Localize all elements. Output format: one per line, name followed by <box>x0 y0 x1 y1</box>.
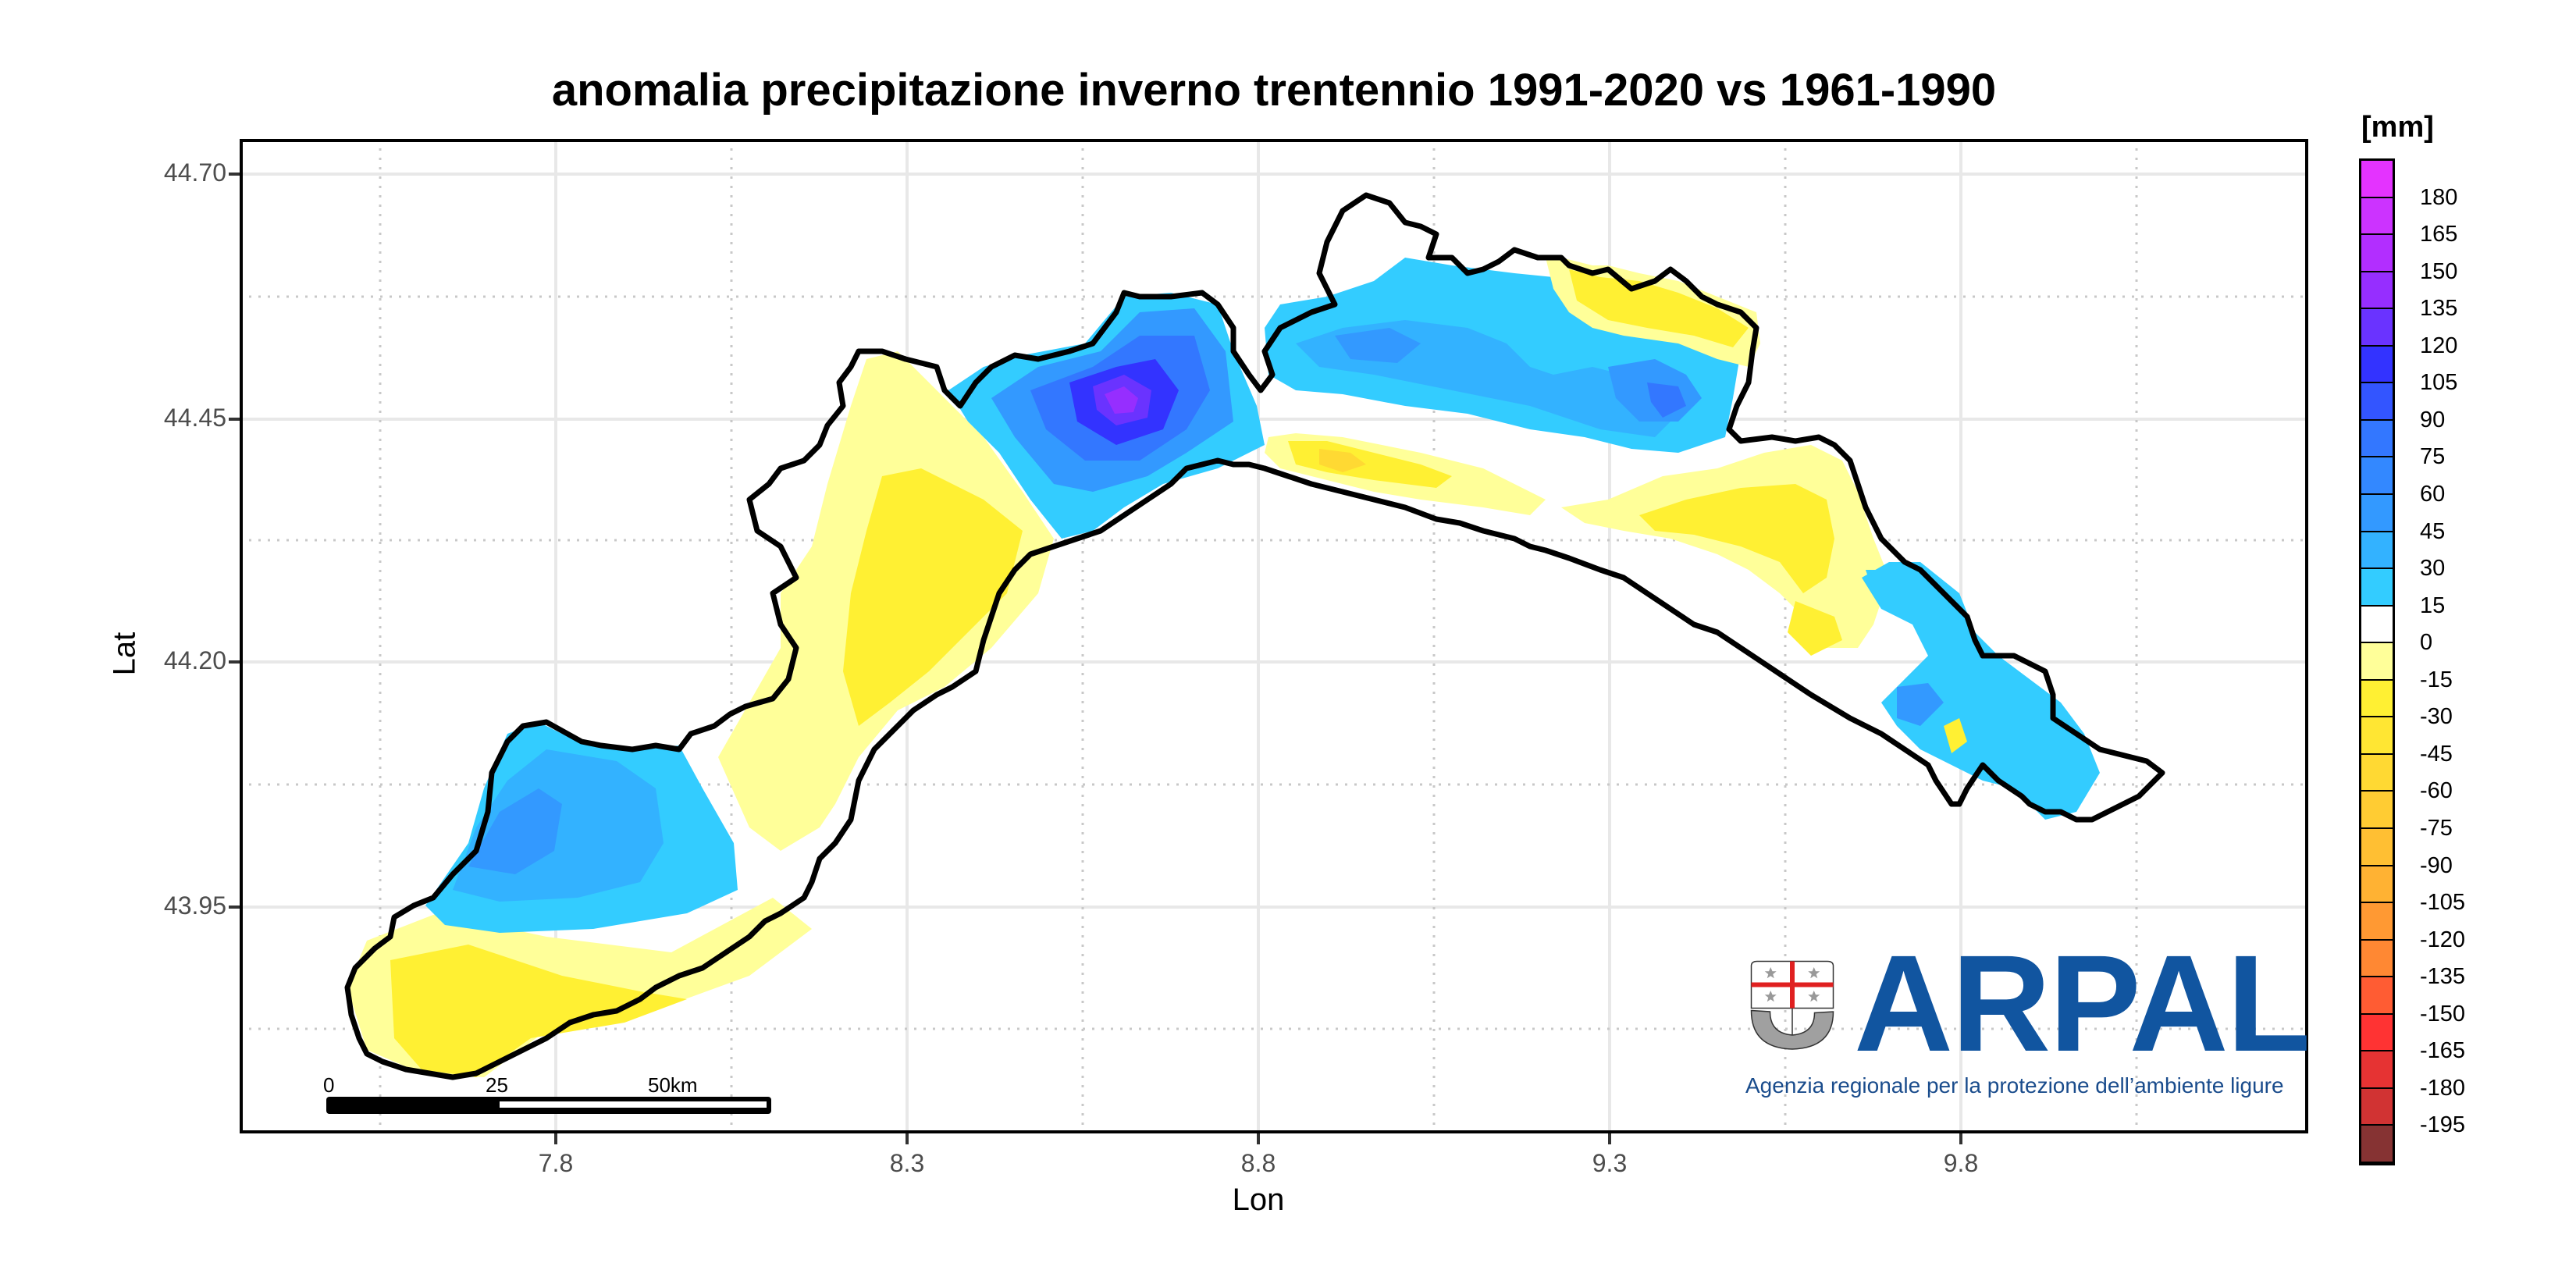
legend-color-bin <box>2361 717 2393 755</box>
legend-label: 30 <box>2420 556 2446 582</box>
color-legend <box>2359 158 2395 1165</box>
legend-color-bin <box>2361 569 2393 607</box>
legend-label: -15 <box>2420 667 2453 692</box>
x-tick-label: 8.8 <box>1240 1149 1276 1177</box>
legend-label: 0 <box>2420 630 2433 656</box>
arpal-logo-text: ARPAL <box>1854 927 2311 1080</box>
scale-bar <box>326 1097 771 1114</box>
x-tick-label: 7.8 <box>538 1149 574 1177</box>
legend-label: -180 <box>2420 1075 2466 1101</box>
x-tick-label: 9.3 <box>1592 1149 1628 1177</box>
x-tick-label: 8.3 <box>889 1149 925 1177</box>
legend-color-bin <box>2361 1051 2393 1089</box>
legend-color-bin <box>2361 1088 2393 1126</box>
legend-color-bin <box>2361 161 2393 198</box>
legend-label: 120 <box>2420 333 2458 358</box>
legend-color-bin <box>2361 829 2393 866</box>
legend-label: -135 <box>2420 964 2466 990</box>
legend-color-bin <box>2361 1014 2393 1052</box>
legend-color-bin <box>2361 272 2393 310</box>
legend-label: 150 <box>2420 258 2458 284</box>
legend-label: -105 <box>2420 890 2466 916</box>
x-tick-label: 9.8 <box>1943 1149 1979 1177</box>
legend-label: -120 <box>2420 927 2466 952</box>
legend-label: -150 <box>2420 1001 2466 1026</box>
legend-label: -165 <box>2420 1038 2466 1064</box>
legend-color-bin <box>2361 940 2393 978</box>
liguria-coat-of-arms-icon <box>1750 960 1834 1050</box>
y-tick-label: 44.45 <box>163 404 226 432</box>
map-canvas <box>243 142 2305 1130</box>
legend-color-bin <box>2361 680 2393 718</box>
legend-color-bin <box>2361 792 2393 829</box>
legend-label: 165 <box>2420 222 2458 247</box>
grid-minor <box>243 142 2305 1130</box>
legend-color-bin <box>2361 346 2393 384</box>
legend-label: 75 <box>2420 444 2446 470</box>
legend-label: 90 <box>2420 407 2446 432</box>
legend-color-bin <box>2361 383 2393 421</box>
legend-label: 15 <box>2420 592 2446 618</box>
y-tick-label: 44.20 <box>163 646 226 674</box>
legend-color-bin <box>2361 643 2393 681</box>
legend-color-bin <box>2361 457 2393 495</box>
legend-label: -90 <box>2420 852 2453 878</box>
legend-label: -195 <box>2420 1112 2466 1138</box>
y-tick-label: 43.95 <box>163 891 226 920</box>
legend-label: -30 <box>2420 704 2453 730</box>
y-tick-label: 44.70 <box>163 158 226 187</box>
legend-color-bin <box>2361 420 2393 458</box>
legend-color-bin <box>2361 606 2393 644</box>
legend-label: 180 <box>2420 184 2458 210</box>
legend-label: 60 <box>2420 482 2446 507</box>
region-outline <box>344 192 2165 1080</box>
legend-color-bin <box>2361 197 2393 236</box>
chart-title: anomalia precipitazione inverno trentenn… <box>551 65 1997 116</box>
legend-label: -45 <box>2420 741 2453 767</box>
legend-label: -60 <box>2420 778 2453 804</box>
legend-label: 105 <box>2420 370 2458 396</box>
x-axis-label: Lon <box>1232 1183 1285 1217</box>
arpal-logo-subtitle: Agenzia regionale per la protezione dell… <box>1745 1073 2284 1098</box>
legend-color-bin <box>2361 309 2393 347</box>
legend-label: 45 <box>2420 518 2446 544</box>
legend-color-bin <box>2361 532 2393 570</box>
legend-color-bin <box>2361 495 2393 532</box>
anomaly-field <box>347 258 2100 1077</box>
y-axis-label: Lat <box>107 632 142 676</box>
legend-color-bin <box>2361 903 2393 941</box>
legend-title: [mm] <box>2361 111 2434 144</box>
legend-color-bin <box>2361 235 2393 272</box>
map-panel <box>240 139 2308 1133</box>
legend-color-bin <box>2361 866 2393 904</box>
legend-color-bin <box>2361 1126 2393 1163</box>
legend-label: -75 <box>2420 816 2453 841</box>
legend-label: 135 <box>2420 296 2458 322</box>
legend-color-bin <box>2361 977 2393 1015</box>
scale-bar-label: 25 <box>486 1073 508 1097</box>
scale-bar-label: 0 <box>323 1073 335 1097</box>
legend-color-bin <box>2361 754 2393 792</box>
scale-bar-label: 50km <box>648 1073 698 1097</box>
